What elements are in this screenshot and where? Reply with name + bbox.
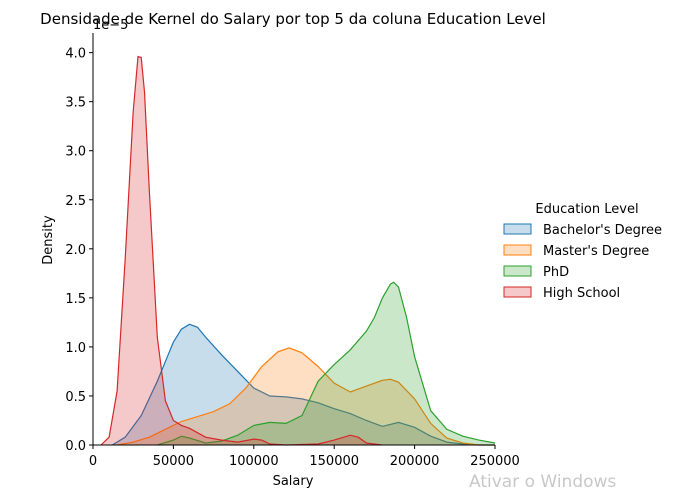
y-tick-label: 2.5 xyxy=(65,194,86,209)
y-tick-label: 2.0 xyxy=(65,243,86,258)
legend-swatch-phd xyxy=(503,265,532,277)
y-tick-label: 0.5 xyxy=(65,390,86,405)
density-area-high-school xyxy=(101,56,383,445)
y-tick-label: 1.0 xyxy=(65,341,86,356)
x-tick-label: 50000 xyxy=(153,454,194,469)
y-tick-label: 4.0 xyxy=(65,47,86,62)
density-line-high-school xyxy=(100,55,383,446)
x-tick-label: 0 xyxy=(89,454,97,469)
x-tick-label: 250000 xyxy=(470,454,520,469)
density-area-master-s-degree xyxy=(117,347,495,445)
legend-label-bachelor-s-degree: Bachelor's Degree xyxy=(543,223,662,238)
legend-title: Education Level xyxy=(535,202,638,217)
legend-swatch-bachelor-s-degree xyxy=(503,223,532,235)
legend-label-master-s-degree: Master's Degree xyxy=(543,244,649,259)
y-axis-label: Density xyxy=(41,215,56,265)
chart-title: Densidade de Kernel do Salary por top 5 … xyxy=(40,10,546,28)
axes: 0 50000 100000 150000 200000 250000 0.0 0.5 1.0 1… xyxy=(65,33,520,469)
legend-swatch-master-s-degree xyxy=(503,244,532,256)
x-tick-label: 100000 xyxy=(229,454,279,469)
legend-label-high-school: High School xyxy=(543,286,620,301)
density-line-master-s-degree xyxy=(116,347,495,446)
y-tick-label: 1.5 xyxy=(65,292,86,307)
legend-label-phd: PhD xyxy=(543,265,569,280)
y-tick-label: 0.0 xyxy=(65,439,86,454)
y-tick-label: 3.0 xyxy=(65,145,86,160)
density-area-bachelor-s-degree xyxy=(112,324,496,445)
plot-area xyxy=(100,55,496,446)
windows-activation-watermark: Ativar o Windows xyxy=(469,472,616,492)
density-line-phd xyxy=(157,281,496,446)
x-tick-label: 150000 xyxy=(309,454,359,469)
legend: Education Level Bachelor's Degree Master'… xyxy=(503,202,662,301)
density-line-bachelor-s-degree xyxy=(111,323,495,446)
x-tick-label: 200000 xyxy=(390,454,440,469)
y-offset-text: 1e−5 xyxy=(93,18,128,33)
x-axis-label: Salary xyxy=(273,474,314,489)
legend-swatch-high-school xyxy=(503,286,532,298)
density-area-phd xyxy=(157,282,496,445)
y-tick-label: 3.5 xyxy=(65,96,86,111)
